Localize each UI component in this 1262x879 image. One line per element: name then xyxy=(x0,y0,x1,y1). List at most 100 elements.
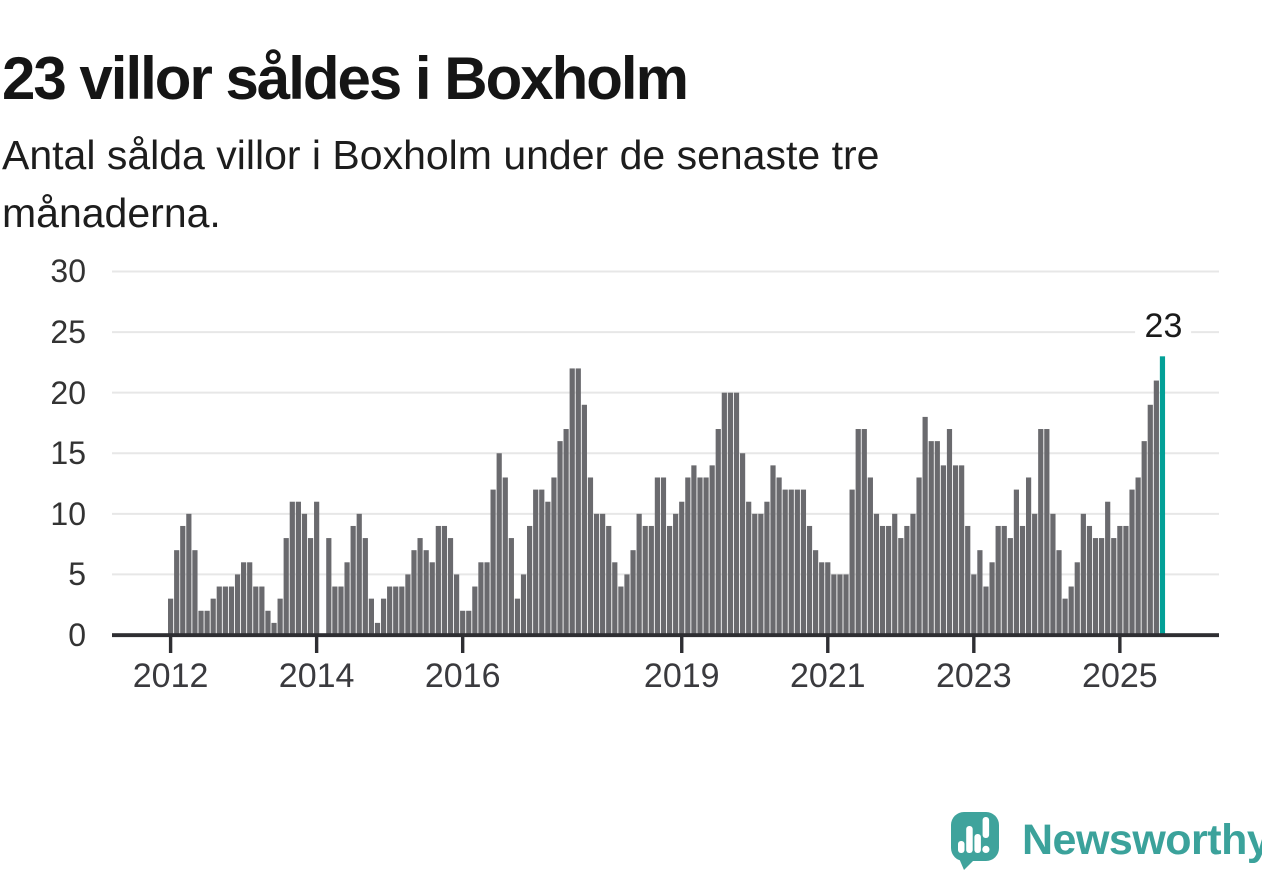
bar xyxy=(892,513,898,635)
x-axis-label: 2019 xyxy=(643,657,720,695)
bar xyxy=(946,429,953,635)
bar xyxy=(715,429,721,635)
bar xyxy=(508,538,514,635)
bar xyxy=(800,489,807,635)
bar xyxy=(362,538,368,635)
bar xyxy=(1044,429,1050,635)
x-axis-tick xyxy=(1118,635,1122,653)
bar xyxy=(368,598,374,635)
bar xyxy=(301,513,308,635)
y-axis-label: 25 xyxy=(50,314,86,351)
bar xyxy=(527,525,533,635)
bar xyxy=(739,453,746,635)
bar xyxy=(666,525,673,635)
bar xyxy=(952,465,959,635)
bar xyxy=(417,538,423,635)
bar xyxy=(490,489,496,635)
bar xyxy=(338,586,344,635)
bar xyxy=(253,586,259,635)
bar xyxy=(721,392,727,635)
bar xyxy=(861,429,867,635)
bar xyxy=(350,525,356,635)
bar xyxy=(983,586,989,635)
bar xyxy=(660,477,667,635)
bar xyxy=(1111,538,1117,635)
bar xyxy=(630,550,636,635)
bar xyxy=(502,477,508,635)
x-axis-line xyxy=(112,633,1219,638)
x-axis-tick xyxy=(680,635,684,653)
bar xyxy=(496,453,502,635)
bar xyxy=(843,574,849,635)
bar xyxy=(228,586,235,635)
bar xyxy=(916,477,922,635)
bar xyxy=(776,477,782,635)
y-axis-label: 5 xyxy=(68,556,86,593)
bar xyxy=(374,622,381,635)
bar xyxy=(794,489,800,635)
bar xyxy=(1019,525,1026,635)
bar xyxy=(435,525,441,635)
bar xyxy=(472,586,478,635)
bar xyxy=(904,525,910,635)
bar xyxy=(1135,477,1141,635)
bar xyxy=(277,598,283,635)
bar xyxy=(898,538,904,635)
bar xyxy=(174,550,180,635)
bar xyxy=(1074,562,1080,635)
bar xyxy=(1032,513,1038,635)
bar xyxy=(411,550,417,635)
bar xyxy=(186,513,192,635)
bar xyxy=(928,441,934,635)
bar xyxy=(1050,513,1056,635)
newsworthy-logo: Newsworthy xyxy=(951,812,1262,871)
x-axis-tick xyxy=(460,635,465,653)
bar xyxy=(289,501,295,635)
bar xyxy=(624,574,630,635)
bar xyxy=(831,574,837,635)
bar xyxy=(673,513,679,635)
bar xyxy=(332,586,338,635)
bar xyxy=(198,610,204,635)
bar xyxy=(247,562,253,635)
bar xyxy=(441,525,448,635)
bar xyxy=(606,525,612,635)
bar xyxy=(587,477,594,635)
bar xyxy=(168,598,174,635)
bar xyxy=(545,501,551,635)
bar xyxy=(575,368,581,635)
x-axis-label: 2016 xyxy=(424,657,501,695)
bar xyxy=(557,441,563,635)
x-axis-label: 2014 xyxy=(278,657,355,695)
bar xyxy=(648,525,654,635)
bar xyxy=(971,574,977,635)
y-axis-label: 10 xyxy=(50,495,86,532)
bar xyxy=(326,538,332,635)
bar xyxy=(259,586,265,635)
bar xyxy=(307,538,314,635)
bar xyxy=(922,416,928,635)
bar xyxy=(940,465,946,635)
bar xyxy=(1056,550,1062,635)
bar xyxy=(733,392,740,635)
bar xyxy=(1141,441,1147,635)
bar xyxy=(685,477,691,635)
bar xyxy=(1001,525,1007,635)
bar xyxy=(618,586,624,635)
bar xyxy=(752,513,758,635)
bar xyxy=(551,477,557,635)
bar xyxy=(697,477,703,635)
bar xyxy=(1013,489,1020,635)
x-axis-label: 2021 xyxy=(789,657,866,695)
bar xyxy=(819,562,825,635)
bar xyxy=(879,525,886,635)
bar xyxy=(1105,501,1111,635)
y-axis-label: 30 xyxy=(50,253,86,290)
x-axis-tick xyxy=(168,635,173,653)
bar xyxy=(1068,586,1074,635)
bar xyxy=(593,513,600,635)
bar xyxy=(180,525,186,635)
bar xyxy=(703,477,709,635)
bar xyxy=(283,538,289,635)
